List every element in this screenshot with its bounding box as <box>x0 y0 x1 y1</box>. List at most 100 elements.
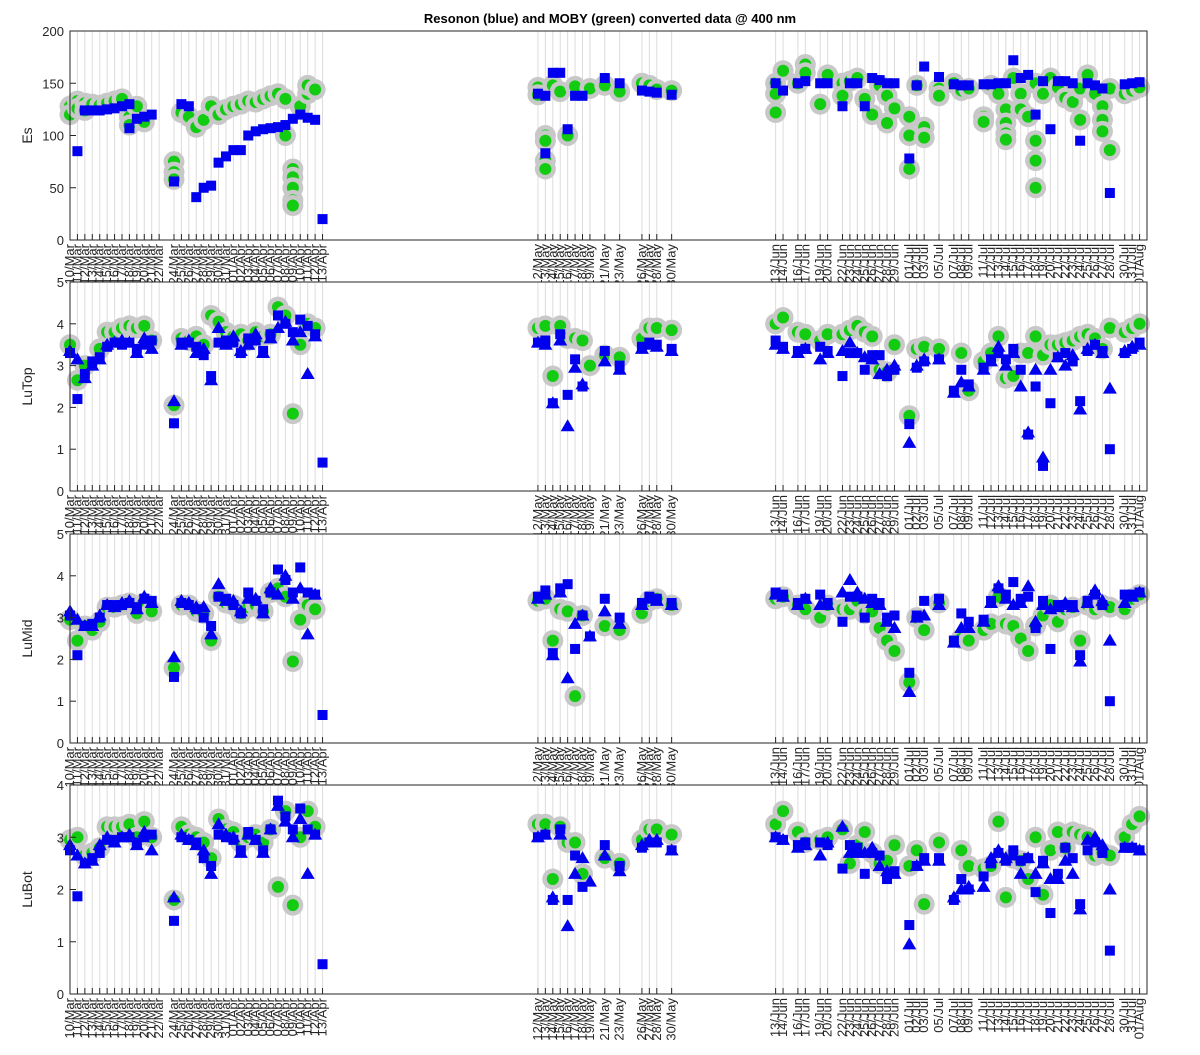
x-tick-label: 30/May <box>664 495 679 538</box>
x-tick-label: 04/Apr <box>248 746 263 785</box>
moby-point <box>546 634 559 647</box>
resonon-triangle-point <box>263 581 278 594</box>
x-tick-label: 03/Apr <box>240 494 255 533</box>
resonon-square-point <box>94 847 105 858</box>
moby-point <box>858 826 871 839</box>
resonon-triangle-point <box>865 840 880 853</box>
resonon-triangle-point <box>582 629 597 642</box>
x-tick-label: 11/Jul <box>976 747 991 781</box>
moby-point <box>123 818 136 831</box>
x-tick-label: 08/Apr <box>277 997 292 1036</box>
resonon-triangle-point <box>1065 348 1080 361</box>
moby-point <box>918 624 931 637</box>
x-tick-label: 27/Mar <box>188 746 203 787</box>
x-tick-label: 29/Jun <box>886 747 901 786</box>
resonon-square-point <box>1038 76 1049 87</box>
resonon-triangle-point <box>872 598 887 611</box>
x-tick-label: 16/Jul <box>1013 244 1028 279</box>
panel-lumid: 012345LuMid10/Mar11/Mar12/Mar13/Mar14/Ma… <box>19 527 1151 790</box>
resonon-triangle-point <box>189 346 204 359</box>
x-tick-label: 08/Jul <box>953 495 968 530</box>
resonon-triangle-point <box>70 848 85 861</box>
x-tick-label: 12/May <box>530 747 545 790</box>
resonon-triangle-point <box>218 827 233 840</box>
moby-point <box>918 340 931 353</box>
resonon-triangle-point <box>984 595 999 608</box>
resonon-triangle-point <box>1050 350 1065 363</box>
x-tick-label: 25/Jun <box>857 747 872 786</box>
resonon-triangle-point <box>204 866 219 879</box>
resonon-triangle-point <box>1073 902 1088 915</box>
resonon-triangle-point <box>226 593 241 606</box>
resonon-triangle-point <box>634 598 649 611</box>
x-tick-label: 16/Mar <box>107 494 122 535</box>
x-tick-label: 05/Jul <box>931 495 946 530</box>
x-tick-label: 11/Apr <box>300 997 315 1035</box>
resonon-square-point <box>919 595 930 606</box>
moby-point <box>71 831 84 844</box>
moby-point <box>933 89 946 102</box>
resonon-square-point <box>1097 847 1108 858</box>
x-tick-label: 14/May <box>545 244 560 287</box>
y-tick-label: 2 <box>57 883 64 898</box>
resonon-triangle-point <box>248 327 263 340</box>
y-axis-label: LuMid <box>19 619 35 657</box>
resonon-triangle-point <box>612 362 627 375</box>
x-tick-label: 26/Jun <box>864 998 879 1037</box>
x-tick-label: 24/Jun <box>849 747 864 786</box>
resonon-triangle-point <box>129 602 144 615</box>
x-tick-label: 16/May <box>560 244 575 287</box>
resonon-square-point <box>102 104 113 115</box>
resonon-triangle-point <box>181 333 196 346</box>
resonon-triangle-point <box>1021 425 1036 438</box>
resonon-triangle-point <box>241 827 256 840</box>
x-tick-label: 19/Jul <box>1035 244 1050 279</box>
resonon-triangle-point <box>300 366 315 379</box>
resonon-triangle-point <box>137 589 152 602</box>
x-tick-label: 28/Jul <box>1102 495 1117 530</box>
x-tick-label: 11/Mar <box>69 494 84 534</box>
resonon-triangle-point <box>545 890 560 903</box>
x-tick-label: 18/May <box>575 244 590 287</box>
resonon-triangle-point <box>887 866 902 879</box>
resonon-triangle-point <box>270 587 285 600</box>
chart-title: Resonon (blue) and MOBY (green) converte… <box>424 11 796 26</box>
x-tick-label: 09/Apr <box>285 997 300 1036</box>
resonon-triangle-point <box>909 858 924 871</box>
x-tick-label: 18/Jul <box>1028 244 1043 279</box>
moby-point <box>1029 154 1042 167</box>
x-tick-label: 25/Jun <box>857 998 872 1037</box>
resonon-triangle-point <box>776 832 791 845</box>
resonon-triangle-point <box>1065 866 1080 879</box>
x-tick-label: 22/Mar <box>151 243 166 284</box>
resonon-square-point <box>243 130 254 141</box>
x-tick-label: 18/May <box>575 747 590 790</box>
moby-point <box>888 338 901 351</box>
x-tick-label: 29/Mar <box>203 746 218 787</box>
resonon-square-point <box>198 182 209 193</box>
resonon-triangle-point <box>1080 595 1095 608</box>
x-tick-label: 06/Apr <box>263 997 278 1036</box>
x-tick-label: 23/Jun <box>842 747 857 786</box>
resonon-triangle-point <box>1132 337 1147 350</box>
moby-point <box>866 108 879 121</box>
x-tick-label: 30/May <box>664 998 679 1041</box>
x-tick-label: 20/Jul <box>1042 495 1057 530</box>
x-tick-label: 07/Apr <box>270 997 285 1036</box>
resonon-square-point <box>986 79 997 90</box>
x-tick-label: 16/Jul <box>1013 495 1028 530</box>
y-tick-label: 4 <box>57 317 64 332</box>
x-tick-label: 21/Jul <box>1050 244 1065 279</box>
x-tick-label: 12/May <box>530 998 545 1041</box>
resonon-square-point <box>614 78 625 89</box>
moby-point <box>167 661 180 674</box>
panel-es: 050100150200Es10/Mar11/Mar12/Mar13/Mar14… <box>19 24 1151 287</box>
resonon-triangle-point <box>92 838 107 851</box>
resonon-square-point <box>72 891 83 902</box>
resonon-square-point <box>79 105 90 116</box>
resonon-square-point <box>1134 77 1145 88</box>
resonon-triangle-point <box>211 817 226 830</box>
resonon-triangle-point <box>865 352 880 365</box>
x-tick-label: 25/Mar <box>173 494 188 535</box>
